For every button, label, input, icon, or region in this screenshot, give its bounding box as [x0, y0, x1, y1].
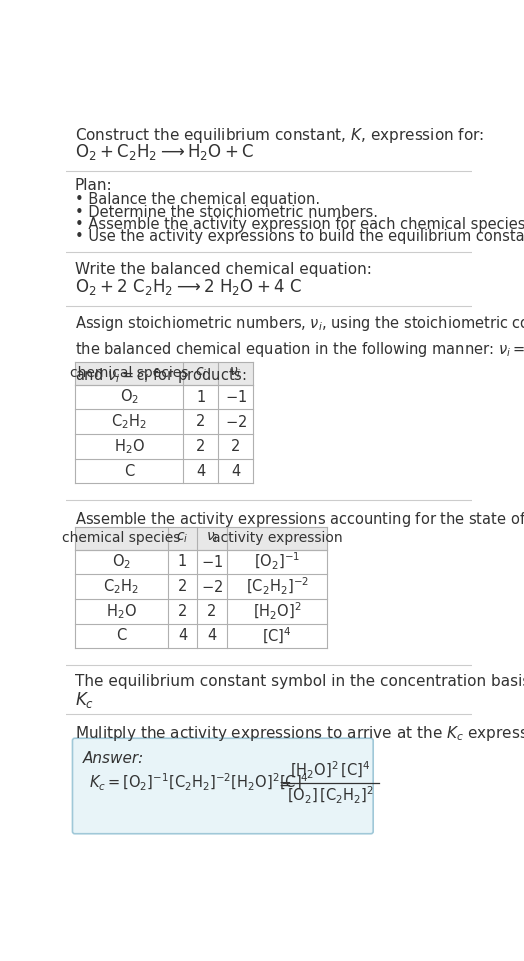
Text: $K_c = [\mathrm{O_2}]^{-1}[\mathrm{C_2H_2}]^{-2}[\mathrm{H_2O}]^{2}[\mathrm{C}]^: $K_c = [\mathrm{O_2}]^{-1}[\mathrm{C_2H_… — [89, 773, 309, 794]
Text: 4: 4 — [208, 628, 216, 643]
Text: Plan:: Plan: — [75, 179, 113, 193]
Text: Write the balanced chemical equation:: Write the balanced chemical equation: — [75, 261, 372, 277]
Text: Construct the equilibrium constant, $K$, expression for:: Construct the equilibrium constant, $K$,… — [75, 126, 484, 145]
Text: $-1$: $-1$ — [225, 389, 247, 406]
Text: $\mathrm{H_2O}$: $\mathrm{H_2O}$ — [106, 602, 137, 621]
Bar — [75, 527, 328, 550]
Text: 1: 1 — [178, 554, 187, 570]
Text: $c_i$: $c_i$ — [177, 530, 189, 545]
Text: Assemble the activity expressions accounting for the state of matter and $\nu_i$: Assemble the activity expressions accoun… — [75, 509, 524, 529]
Text: C: C — [124, 463, 134, 479]
Text: $[\mathrm{O_2}]^{-1}$: $[\mathrm{O_2}]^{-1}$ — [254, 552, 300, 573]
Text: $[\mathrm{H_2O}]^{2}$: $[\mathrm{H_2O}]^{2}$ — [253, 601, 301, 622]
Text: $\mathrm{C_2H_2}$: $\mathrm{C_2H_2}$ — [103, 578, 139, 596]
Text: $c_i$: $c_i$ — [194, 366, 207, 381]
Text: 2: 2 — [178, 604, 187, 619]
Text: $-1$: $-1$ — [201, 554, 223, 570]
Text: $\nu_i$: $\nu_i$ — [230, 366, 242, 381]
Text: C: C — [116, 628, 126, 643]
Text: activity expression: activity expression — [212, 531, 342, 545]
Text: 1: 1 — [196, 389, 205, 405]
Text: 2: 2 — [178, 579, 187, 594]
Text: $\mathrm{O_2 + 2\ C_2H_2 \longrightarrow 2\ H_2O + 4\ C}$: $\mathrm{O_2 + 2\ C_2H_2 \longrightarrow… — [75, 277, 302, 297]
Text: 2: 2 — [196, 439, 205, 454]
Text: 2: 2 — [231, 439, 241, 454]
Bar — [75, 361, 253, 384]
Text: The equilibrium constant symbol in the concentration basis is:: The equilibrium constant symbol in the c… — [75, 675, 524, 689]
Text: $[\mathrm{O_2}]\,[\mathrm{C_2H_2}]^2$: $[\mathrm{O_2}]\,[\mathrm{C_2H_2}]^2$ — [287, 785, 374, 805]
Text: $\mathrm{H_2O}$: $\mathrm{H_2O}$ — [114, 437, 145, 456]
Text: $[\mathrm{H_2O}]^2\,[\mathrm{C}]^4$: $[\mathrm{H_2O}]^2\,[\mathrm{C}]^4$ — [290, 760, 370, 781]
Text: chemical species: chemical species — [70, 366, 188, 381]
Bar — [75, 527, 328, 648]
Text: $=$: $=$ — [276, 776, 292, 790]
Text: • Determine the stoichiometric numbers.: • Determine the stoichiometric numbers. — [75, 205, 378, 220]
Text: chemical species: chemical species — [62, 531, 180, 545]
Text: $\nu_i$: $\nu_i$ — [206, 530, 218, 545]
Text: $[\mathrm{C_2H_2}]^{-2}$: $[\mathrm{C_2H_2}]^{-2}$ — [246, 576, 309, 597]
Text: $[\mathrm{C}]^{4}$: $[\mathrm{C}]^{4}$ — [262, 626, 292, 646]
Text: Answer:: Answer: — [83, 752, 144, 766]
Bar — [75, 361, 253, 483]
Text: $K_c$: $K_c$ — [75, 690, 94, 710]
Text: • Balance the chemical equation.: • Balance the chemical equation. — [75, 192, 320, 208]
Text: • Use the activity expressions to build the equilibrium constant expression.: • Use the activity expressions to build … — [75, 230, 524, 244]
Text: 2: 2 — [196, 414, 205, 430]
Text: 2: 2 — [208, 604, 216, 619]
Text: $\mathrm{C_2H_2}$: $\mathrm{C_2H_2}$ — [111, 412, 147, 431]
FancyBboxPatch shape — [72, 738, 373, 834]
Text: $\mathrm{O_2}$: $\mathrm{O_2}$ — [112, 553, 131, 571]
Text: $\mathrm{O_2 + C_2H_2 \longrightarrow H_2O + C}$: $\mathrm{O_2 + C_2H_2 \longrightarrow H_… — [75, 141, 254, 161]
Text: 4: 4 — [196, 463, 205, 479]
Text: • Assemble the activity expression for each chemical species.: • Assemble the activity expression for e… — [75, 217, 524, 232]
Text: Assign stoichiometric numbers, $\nu_i$, using the stoichiometric coefficients, $: Assign stoichiometric numbers, $\nu_i$, … — [75, 314, 524, 385]
Text: 4: 4 — [231, 463, 240, 479]
Text: 4: 4 — [178, 628, 187, 643]
Text: $-2$: $-2$ — [225, 414, 247, 430]
Text: $-2$: $-2$ — [201, 579, 223, 595]
Text: Mulitply the activity expressions to arrive at the $K_c$ expression:: Mulitply the activity expressions to arr… — [75, 724, 524, 743]
Text: $\mathrm{O_2}$: $\mathrm{O_2}$ — [119, 388, 138, 407]
